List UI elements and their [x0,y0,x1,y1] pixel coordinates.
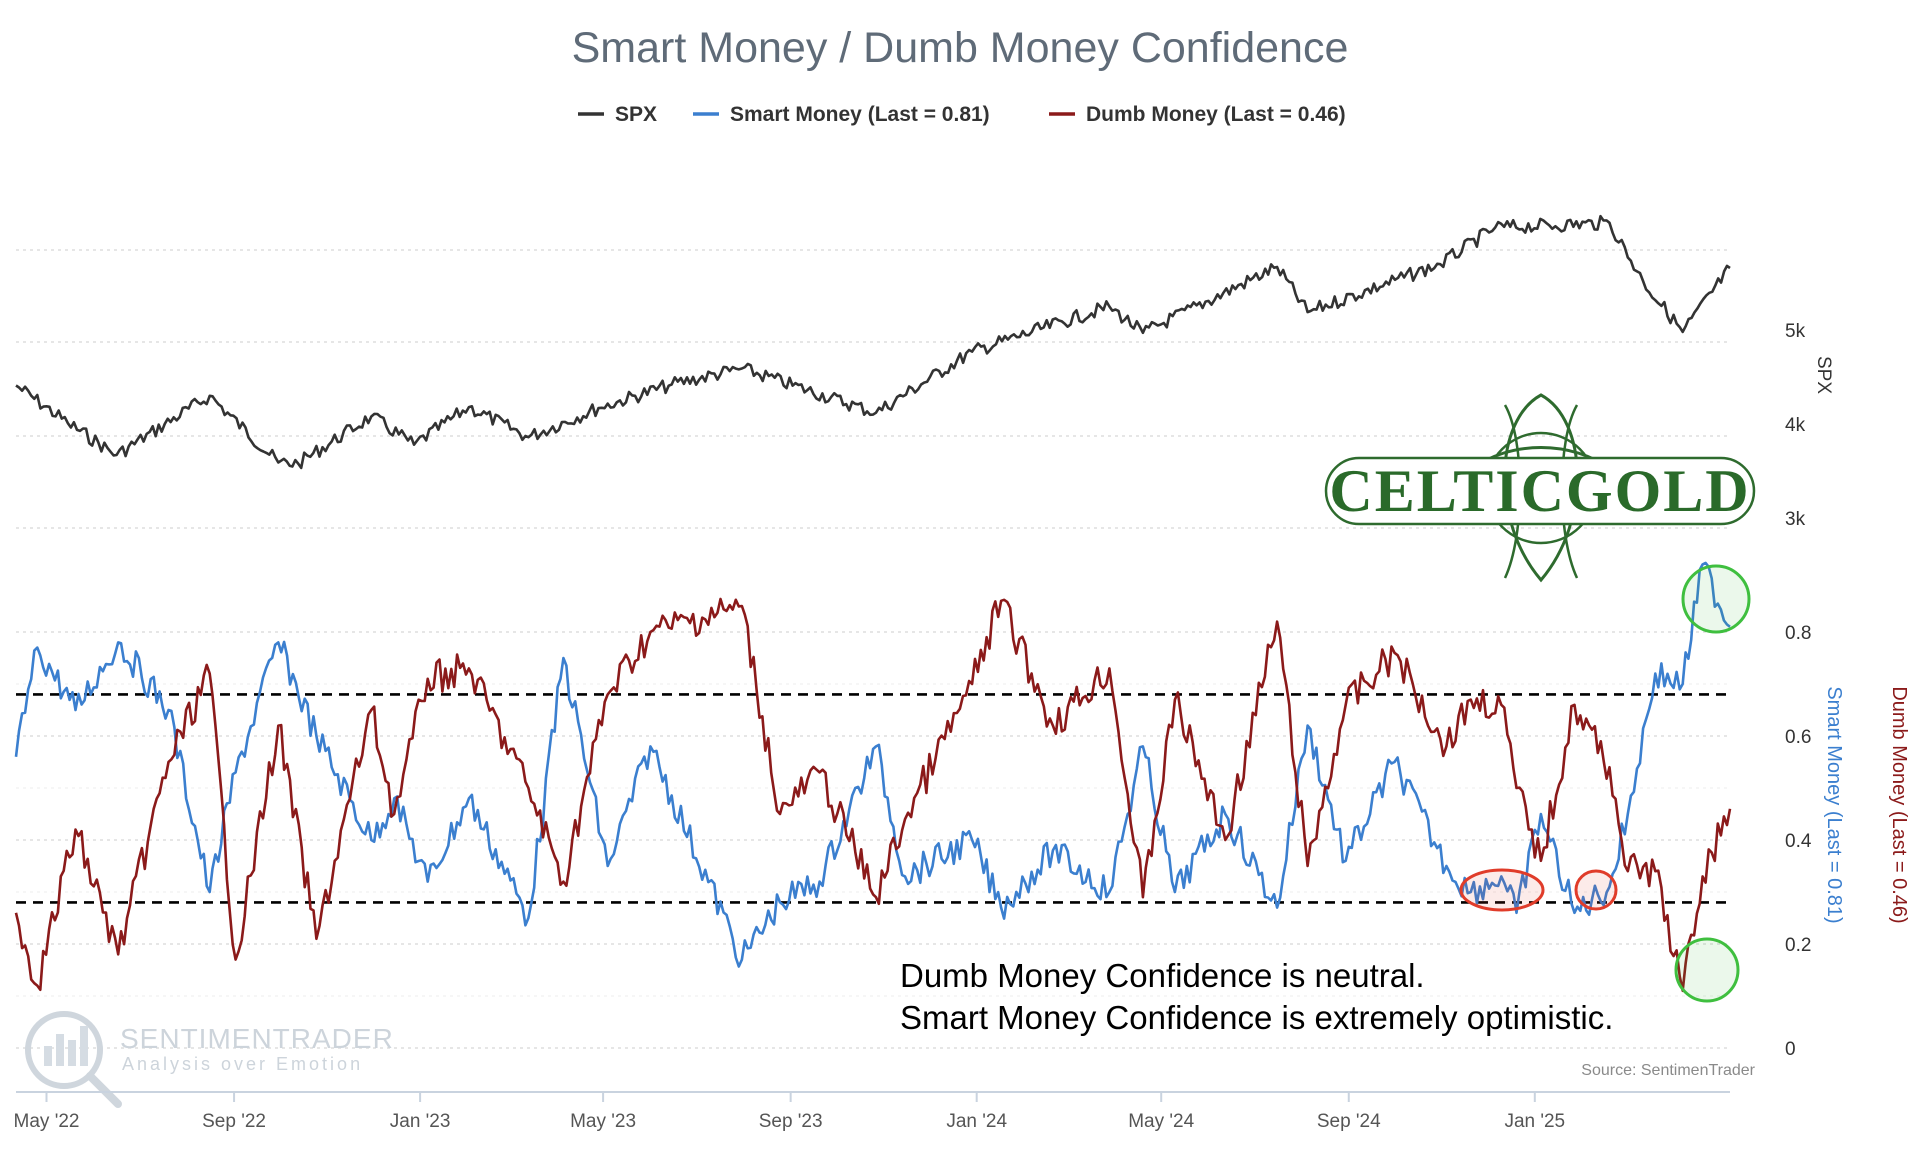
highlight-smart-low-2 [1574,869,1618,911]
dumb-money-line [14,597,1732,993]
legend-label-2: Dumb Money (Last = 0.46) [1086,103,1346,126]
highlight-smart-low-1 [1459,868,1545,912]
watermark-bar-0 [44,1046,52,1066]
watermark-bar-3 [80,1026,88,1066]
watermark-brand: SENTIMENTRADER [120,1023,394,1054]
x-tick-label-2: Jan '23 [390,1111,451,1132]
smart-money-line [14,561,1731,968]
gridlines [16,249,1730,1049]
spx-tick-label-1: 4k [1785,415,1806,436]
conf-tick-label-1: 0.6 [1785,727,1811,748]
annotation-smart-money: Smart Money Confidence is extremely opti… [900,999,1613,1036]
conf-tick-label-0: 0.8 [1785,623,1811,644]
x-tick-label-8: Jan '25 [1504,1111,1565,1132]
celticgold-logo: CELTICGOLD [1324,393,1756,583]
axes: May '22 Sep '22 Jan '23 May '23 Sep '23 Jan '… [14,321,1910,1132]
conf-tick-label-3: 0.2 [1785,935,1811,956]
logo-text: CELTICGOLD [1329,458,1750,524]
spx-tick-label-2: 3k [1785,509,1806,530]
reference-lines [16,693,1730,904]
watermark-tagline: Analysis over Emotion [122,1054,363,1074]
dumb-axis-label: Dumb Money (Last = 0.46) [1888,686,1910,923]
chart-title: Smart Money / Dumb Money Confidence [572,24,1349,72]
x-tick-label-3: May '23 [570,1111,636,1132]
annotation-dumb-money: Dumb Money Confidence is neutral. [900,957,1425,994]
smart-axis-label: Smart Money (Last = 0.81) [1823,686,1845,923]
series-group [14,214,1732,993]
conf-tick-label-2: 0.4 [1785,831,1812,852]
watermark-bar-1 [56,1034,64,1066]
legend-label-1: Smart Money (Last = 0.81) [730,103,990,126]
spx-line [15,214,1731,470]
watermark-bar-2 [68,1040,76,1066]
legend: SPX Smart Money (Last = 0.81) Dumb Money (… [578,103,1346,126]
x-tick-label-7: Sep '24 [1317,1111,1381,1132]
spx-axis-label: SPX [1813,356,1834,394]
x-tick-label-4: Sep '23 [759,1111,823,1132]
spx-tick-label-0: 5k [1785,321,1806,342]
highlight-smart-peak [1681,564,1751,634]
legend-label-0: SPX [615,103,657,126]
watermark-handle [86,1072,122,1108]
watermark-circle [25,1011,103,1089]
highlight-dumb-low [1674,937,1740,1003]
conf-tick-label-4: 0 [1785,1039,1796,1060]
logo-banner [1324,456,1756,526]
x-tick-label-0: May '22 [14,1111,80,1132]
source-label: Source: SentimenTrader [1581,1062,1755,1079]
x-tick-label-6: May '24 [1128,1111,1194,1132]
x-tick-label-5: Jan '24 [946,1111,1007,1132]
x-tick-label-1: Sep '22 [202,1111,266,1132]
logo-knot-outer [1503,393,1579,583]
highlights [1459,564,1751,1003]
